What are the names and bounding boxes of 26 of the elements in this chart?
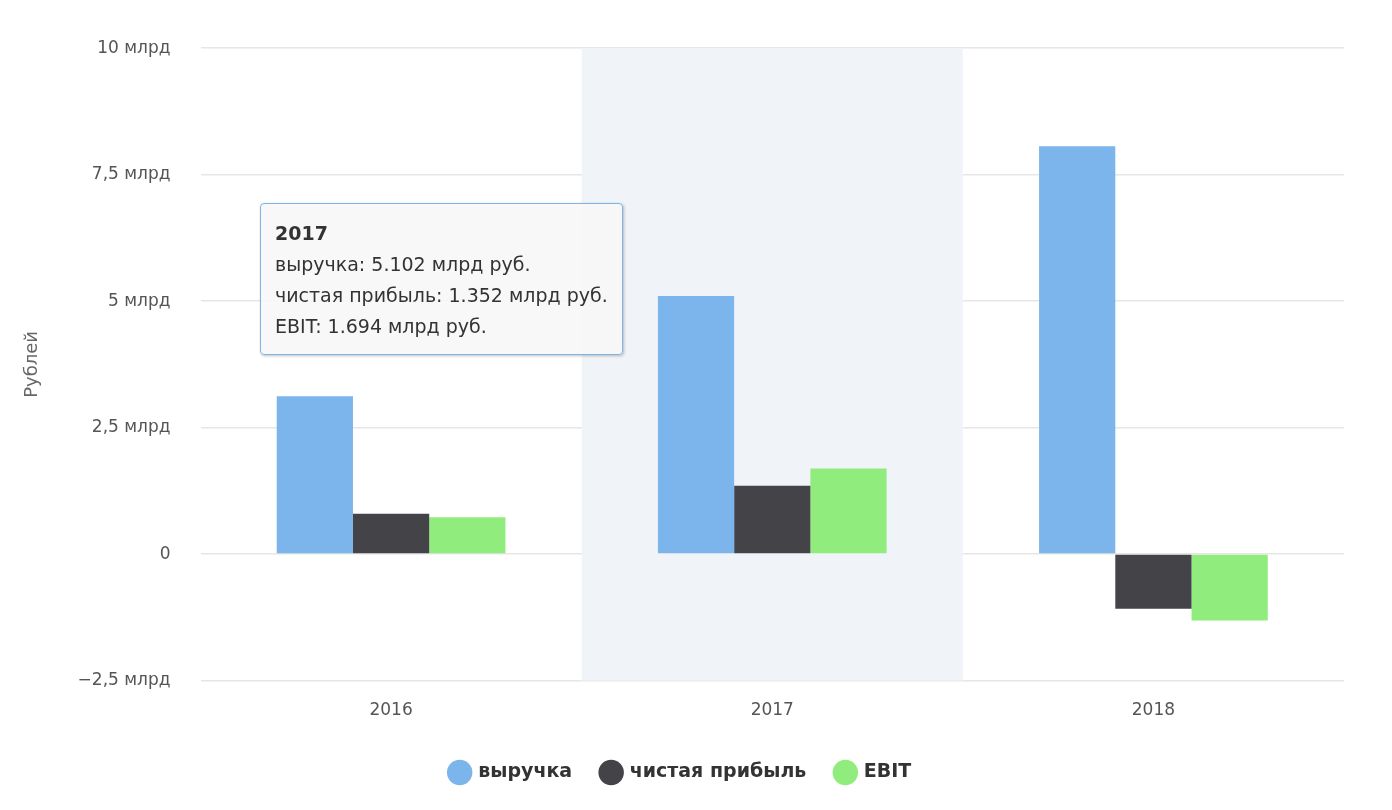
x-tick-label: 2017 (750, 699, 794, 720)
legend-label: чистая прибыль (629, 759, 807, 782)
bar (657, 296, 735, 554)
x-tick-label: 2016 (369, 699, 413, 720)
annotation: чистая прибыль: 1.352 млрд руб. (275, 283, 608, 308)
annotation: 2017 (275, 221, 329, 246)
bar (429, 517, 506, 554)
bar (1115, 554, 1192, 609)
legend-label: выручка (478, 759, 573, 782)
y-tick-label: 2,5 млрд (91, 416, 171, 437)
bar (352, 513, 430, 554)
annotation: выручка: 5.102 млрд руб. (275, 252, 532, 277)
annotation: EBIT: 1.694 млрд руб. (275, 314, 488, 339)
y-tick-label: 5 млрд (108, 289, 171, 310)
bar (734, 485, 811, 554)
bar (810, 468, 887, 554)
y-tick-label: −2,5 млрд (77, 669, 171, 690)
y-tick-label: 7,5 млрд (91, 163, 171, 184)
bar (1191, 554, 1268, 621)
bar (1039, 146, 1116, 554)
legend-label: EBIT (863, 759, 912, 782)
y-tick-label: 10 млрд (97, 36, 171, 57)
x-tick-label: 2018 (1131, 699, 1176, 720)
y-axis-title: Рублей (20, 330, 42, 398)
bar (276, 396, 353, 554)
y-tick-label: 0 (159, 542, 171, 563)
